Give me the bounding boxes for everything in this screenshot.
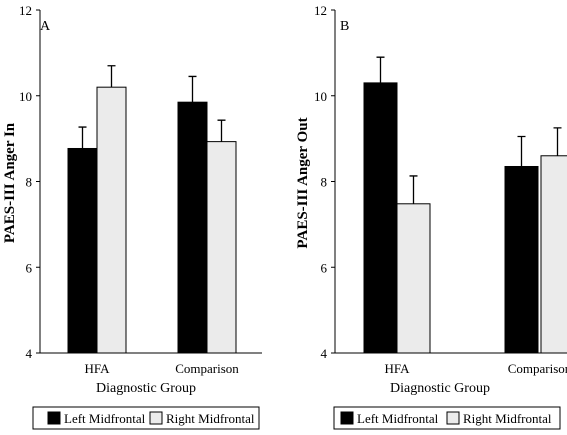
error-bar-b-left-hfa bbox=[376, 56, 385, 83]
x-tick-label-a: Comparison bbox=[175, 361, 239, 376]
y-tick-label-b: 12 bbox=[314, 3, 327, 18]
bar-a-right-comparison bbox=[206, 141, 237, 354]
bar-b-left-comparison bbox=[504, 165, 539, 354]
y-tick-label-b: 10 bbox=[314, 89, 327, 104]
y-axis-label-b: PAES-III Anger Out bbox=[295, 117, 311, 248]
panel-b: B PAES-III Anger Out Diagnostic Group Le… bbox=[295, 3, 567, 430]
x-tick-label-b: Comparison bbox=[508, 361, 567, 376]
panel-a: A PAES-III Anger In Diagnostic Group Lef… bbox=[2, 3, 262, 430]
legend-box-a bbox=[32, 406, 260, 430]
panel-label-a: A bbox=[40, 19, 51, 34]
legend-label-left-b: Left Midfrontal bbox=[357, 411, 439, 426]
legend-label-right-a: Right Midfrontal bbox=[166, 411, 255, 426]
error-bar-b-right-hfa bbox=[409, 175, 418, 204]
legend-a: Left Midfrontal Right Midfrontal bbox=[32, 406, 260, 430]
x-tick-label-b: HFA bbox=[384, 361, 410, 376]
y-tick-label-a: 10 bbox=[19, 89, 32, 104]
y-axis-label-a: PAES-III Anger In bbox=[2, 122, 18, 243]
y-tick-label-b: 8 bbox=[321, 175, 328, 190]
y-tick-label-a: 12 bbox=[19, 3, 32, 18]
y-tick-label-b: 4 bbox=[321, 346, 328, 361]
legend-b: Left Midfrontal Right Midfrontal bbox=[333, 406, 561, 430]
y-tick-label-a: 8 bbox=[26, 175, 33, 190]
legend-label-left-a: Left Midfrontal bbox=[64, 411, 146, 426]
error-bar-a-right-comparison bbox=[217, 119, 226, 142]
error-bar-a-left-hfa bbox=[78, 126, 87, 149]
bar-b-left-hfa bbox=[363, 82, 398, 354]
y-tick-label-b: 6 bbox=[321, 260, 328, 275]
y-tick-label-a: 6 bbox=[26, 260, 33, 275]
y-tick-label-a: 4 bbox=[26, 346, 33, 361]
error-bar-b-left-comparison bbox=[517, 135, 526, 167]
panel-label-b: B bbox=[340, 19, 349, 34]
error-bar-a-left-comparison bbox=[188, 75, 197, 103]
bar-b-right-comparison bbox=[540, 155, 567, 354]
x-axis-label-a: Diagnostic Group bbox=[96, 381, 196, 396]
bar-a-right-hfa bbox=[96, 86, 127, 354]
error-bar-a-right-hfa bbox=[107, 65, 116, 88]
legend-label-right-b: Right Midfrontal bbox=[463, 411, 552, 426]
legend-swatch-left-a bbox=[47, 411, 61, 425]
legend-swatch-right-a bbox=[149, 411, 163, 425]
legend-box-b bbox=[333, 406, 561, 430]
bar-b-right-hfa bbox=[396, 203, 431, 354]
bar-a-left-comparison bbox=[177, 101, 208, 354]
bar-a-left-hfa bbox=[67, 147, 98, 354]
legend-swatch-left-b bbox=[340, 411, 354, 425]
legend-swatch-right-b bbox=[446, 411, 460, 425]
error-bar-b-right-comparison bbox=[553, 127, 562, 156]
x-tick-label-a: HFA bbox=[84, 361, 110, 376]
x-axis-label-b: Diagnostic Group bbox=[390, 381, 490, 396]
